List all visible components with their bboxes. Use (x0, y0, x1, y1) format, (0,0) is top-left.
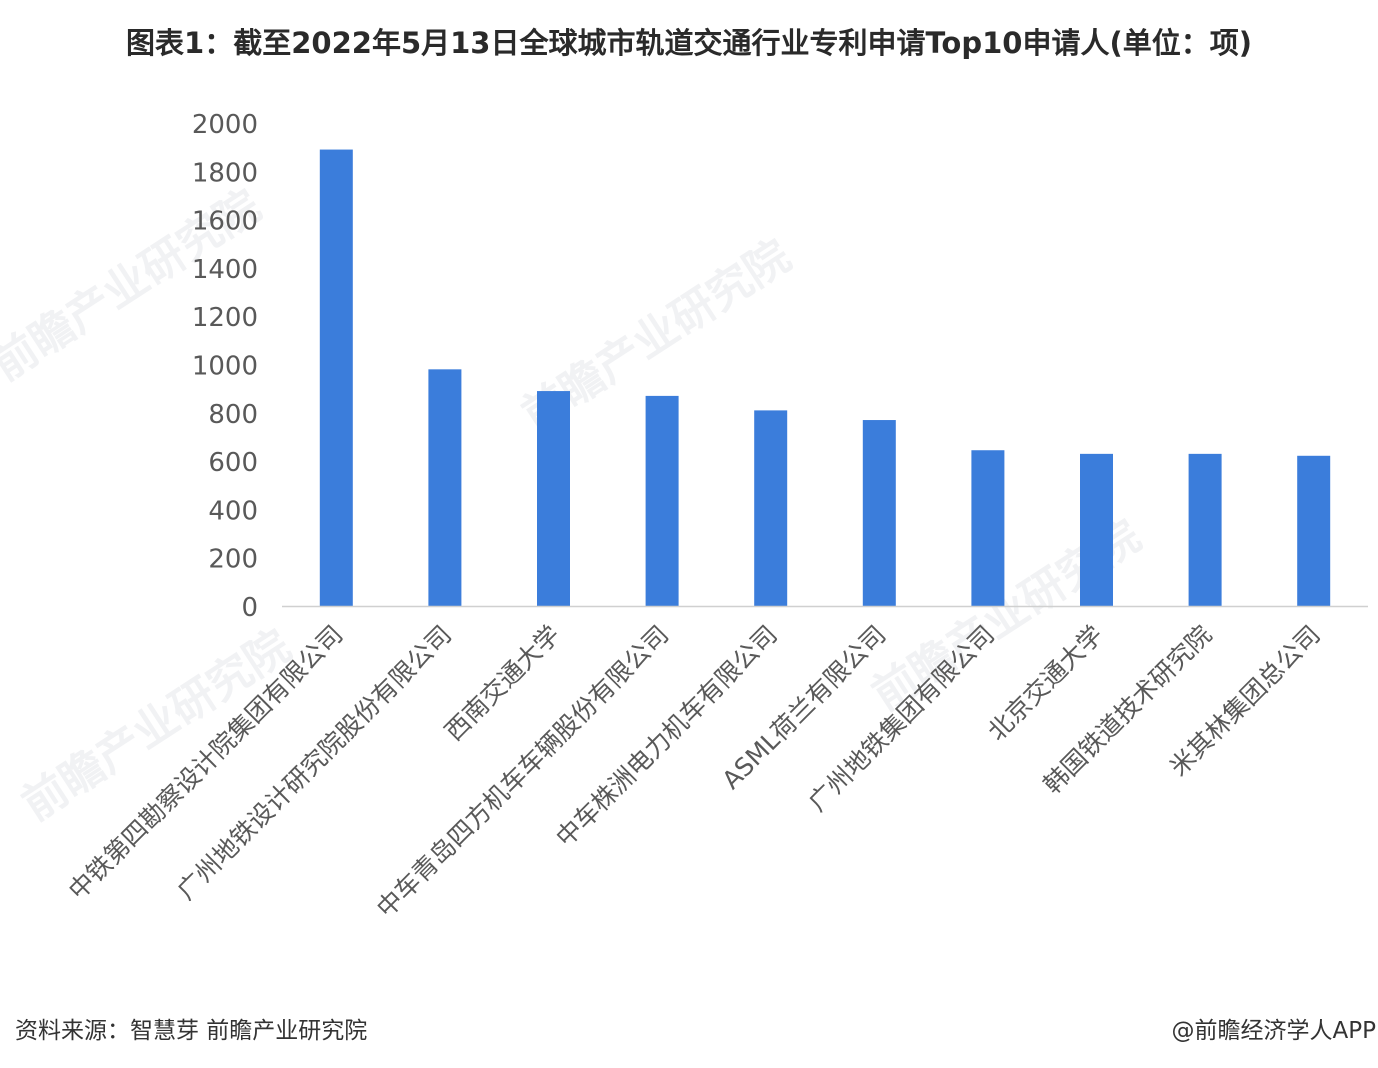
bar (754, 410, 788, 606)
bar (645, 395, 679, 606)
y-tick-label: 2000 (192, 110, 258, 140)
x-tick-label: 广州地铁集团有限公司 (803, 620, 1000, 817)
y-tick-label: 1200 (192, 303, 258, 333)
x-axis: 中铁第四勘察设计院集团有限公司广州地铁设计研究院股份有限公司西南交通大学中车青岛… (63, 620, 1326, 923)
x-tick-label: 中车株洲电力机车有限公司 (550, 620, 783, 853)
y-tick-label: 200 (208, 545, 258, 575)
bar (1297, 455, 1331, 606)
y-tick-label: 0 (241, 593, 258, 623)
y-tick-label: 600 (208, 448, 258, 478)
bar (537, 391, 570, 606)
y-tick-label: 800 (208, 400, 258, 430)
source-note: 资料来源：智慧芽 前瞻产业研究院 (15, 1018, 368, 1044)
bar (428, 369, 462, 606)
bar-chart: 0 200 400 600 800 1000 1200 1400 1600 1800 2000 中铁… (63, 110, 1368, 923)
y-tick-label: 1800 (192, 158, 258, 188)
bar (1080, 453, 1113, 606)
chart-title: 图表1：截至2022年5月13日全球城市轨道交通行业专利申请Top10申请人(单… (126, 26, 1252, 60)
bars (319, 149, 1331, 606)
y-axis: 0 200 400 600 800 1000 1200 1400 1600 1800 2000 (192, 110, 258, 623)
bar (1188, 453, 1222, 606)
bar (971, 450, 1005, 606)
y-tick-label: 1600 (192, 207, 258, 237)
y-tick-label: 400 (208, 496, 258, 526)
bar (319, 149, 353, 606)
y-tick-label: 1400 (192, 255, 258, 285)
credit-note: @前瞻经济学人APP (1171, 1018, 1376, 1044)
y-tick-label: 1000 (192, 352, 258, 382)
bar (862, 420, 896, 606)
